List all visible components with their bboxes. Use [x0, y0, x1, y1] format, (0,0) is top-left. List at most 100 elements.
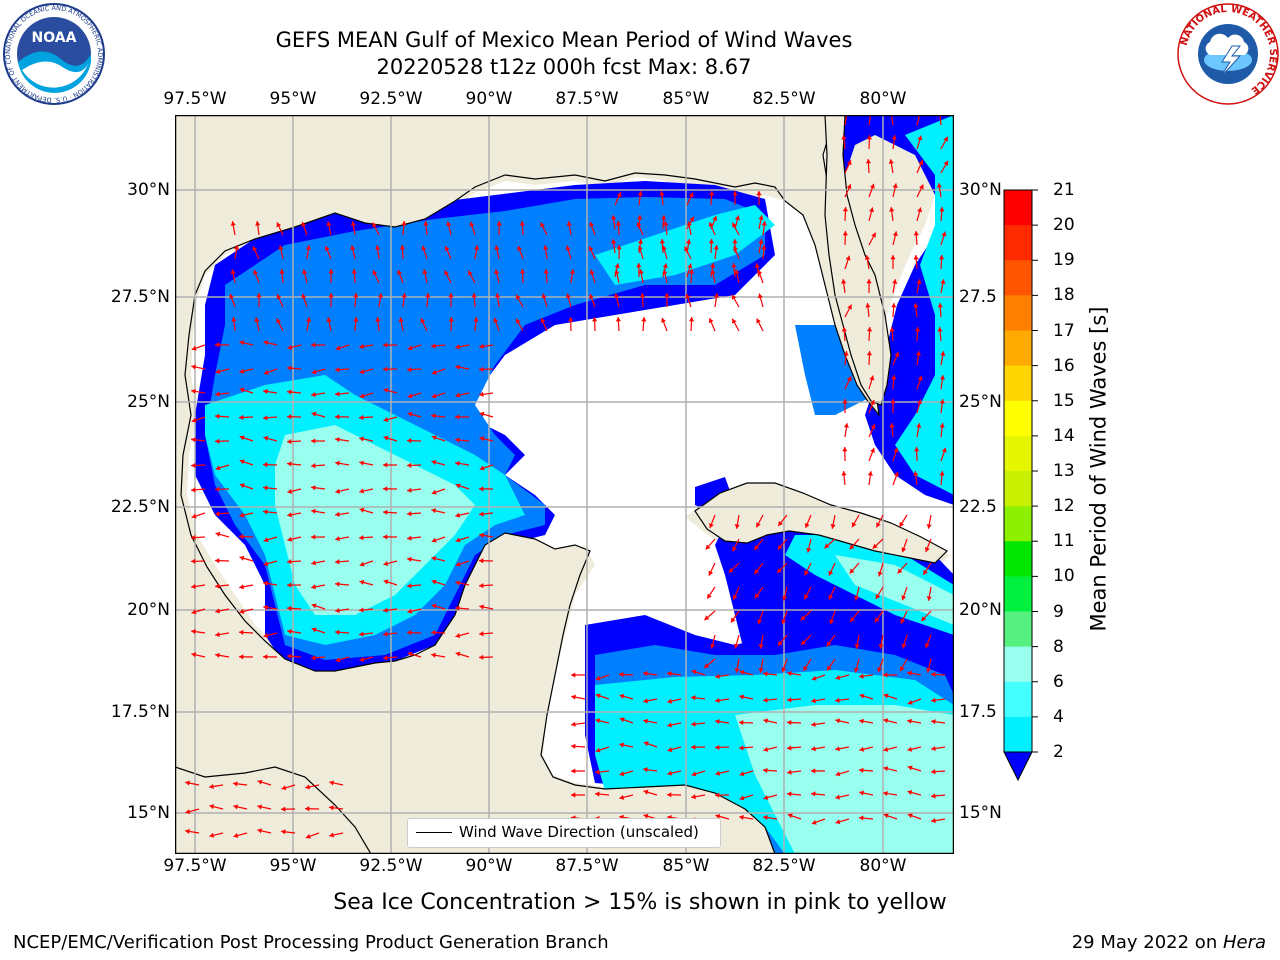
wave-arrow-head: [191, 345, 197, 351]
wave-arrow-head: [854, 595, 860, 601]
wave-arrow-head: [422, 269, 428, 275]
wave-arrow-head: [479, 366, 484, 372]
wave-arrow-head: [804, 522, 810, 528]
wave-arrow-head: [865, 303, 871, 308]
wave-arrow-head: [191, 629, 196, 635]
lon-tick-bottom: 92.5°W: [359, 856, 423, 876]
wave-arrow-head: [263, 340, 269, 346]
wave-arrow-head: [614, 293, 620, 299]
wave-arrow-head: [455, 633, 461, 639]
lat-tick-right: 30°N: [959, 180, 1002, 200]
wave-arrow-head: [878, 644, 884, 649]
wave-arrow-head: [455, 483, 461, 489]
sea-ice-caption: Sea Ice Concentration > 15% is shown in …: [333, 890, 947, 915]
lat-tick-left: 17.5°N: [110, 702, 170, 722]
wave-arrow-head: [866, 327, 873, 332]
wave-arrow-head: [335, 607, 340, 614]
wave-arrow-head: [287, 344, 293, 350]
wave-arrow-head: [479, 631, 484, 637]
wave-arrow-head: [667, 698, 673, 704]
wave-arrow-head: [215, 558, 220, 564]
wave-arrow-head: [892, 183, 898, 189]
lon-tick-bottom: 97.5°W: [163, 856, 227, 876]
wave-arrow-head: [335, 345, 341, 351]
wave-arrow-head: [739, 795, 745, 801]
wave-arrow-head: [239, 654, 244, 660]
wave-arrow-head: [870, 424, 876, 430]
wave-arrow-head: [883, 766, 889, 772]
wave-arrow-head: [919, 184, 924, 190]
wave-arrow-head: [778, 640, 783, 646]
wave-arrow-head: [239, 387, 245, 393]
wave-arrow-head: [859, 718, 864, 724]
wave-arrow-head: [619, 693, 625, 699]
wave-arrow-head: [757, 619, 763, 625]
wave-arrow-head: [875, 594, 881, 600]
wave-arrow-head: [940, 351, 946, 356]
wave-arrow-head: [239, 435, 245, 441]
wave-arrow-head: [359, 535, 364, 541]
wave-arrow-head: [543, 245, 549, 250]
wave-arrow-head: [616, 192, 622, 198]
wave-arrow-head: [431, 343, 436, 349]
wave-arrow-head: [595, 769, 600, 775]
lon-tick-top: 90°W: [465, 89, 513, 109]
wave-arrow-head: [865, 159, 872, 164]
wave-arrow-head: [431, 413, 436, 419]
wave-arrow-head: [943, 160, 949, 166]
wave-arrow-head: [787, 769, 792, 775]
wave-arrow-head: [191, 534, 196, 541]
wave-arrow-head: [263, 604, 268, 611]
wave-arrow-head: [329, 780, 335, 786]
wave-arrow-head: [659, 239, 665, 244]
wave-arrow-head: [263, 580, 268, 586]
wave-arrow-head: [425, 293, 431, 298]
wave-arrow-head: [835, 718, 841, 724]
wave-arrow-head: [890, 399, 896, 404]
wave-arrow-head: [431, 556, 437, 562]
wave-arrow-head: [479, 465, 485, 471]
wave-arrow-head: [311, 485, 316, 491]
wave-arrow-head: [401, 221, 407, 226]
wave-arrow-head: [939, 375, 946, 380]
wave-arrow-head: [256, 293, 262, 298]
wave-arrow-head: [739, 814, 744, 821]
wave-arrow-head: [854, 667, 860, 673]
lon-tick-top: 87.5°W: [555, 89, 619, 109]
wave-arrow-head: [328, 269, 334, 274]
wave-arrow-head: [589, 269, 595, 275]
wave-arrow-head: [311, 392, 316, 398]
wave-arrow-head: [239, 629, 244, 635]
colorbar-cell: [1004, 646, 1032, 683]
wave-arrow-head: [763, 815, 768, 821]
colorbar-cell: [1004, 681, 1032, 718]
wave-arrow-head: [230, 269, 236, 274]
wave-arrow-head: [890, 255, 896, 260]
wave-arrow-head: [263, 632, 269, 638]
wave-arrow-head: [281, 829, 286, 835]
wave-arrow-head: [455, 561, 461, 567]
wave-arrow-head: [835, 674, 841, 680]
wave-arrow-head: [859, 673, 864, 679]
wave-arrow-head: [891, 375, 897, 380]
wave-arrow-head: [311, 411, 317, 417]
wave-arrow-head: [215, 511, 220, 517]
wave-arrow-head: [305, 245, 311, 250]
wave-arrow-head: [616, 245, 622, 250]
colorbar-tick: 6: [1053, 671, 1064, 692]
lon-tick-bottom: 85°W: [662, 856, 710, 876]
wave-arrow-head: [883, 746, 889, 752]
wave-arrow-head: [568, 317, 574, 322]
wave-arrow-head: [359, 507, 365, 513]
wave-arrow-head: [889, 327, 895, 332]
wave-arrow-head: [907, 813, 913, 819]
wave-arrow-head: [931, 818, 936, 824]
wave-arrow-head: [276, 318, 281, 324]
wave-arrow-head: [407, 608, 413, 614]
wave-arrow-head: [571, 768, 576, 774]
wave-arrow-head: [691, 744, 696, 750]
colorbar-cell: [1004, 435, 1032, 472]
colorbar-cell: [1004, 611, 1032, 648]
wave-arrow-head: [943, 136, 948, 142]
wave-arrow-head: [758, 239, 764, 244]
